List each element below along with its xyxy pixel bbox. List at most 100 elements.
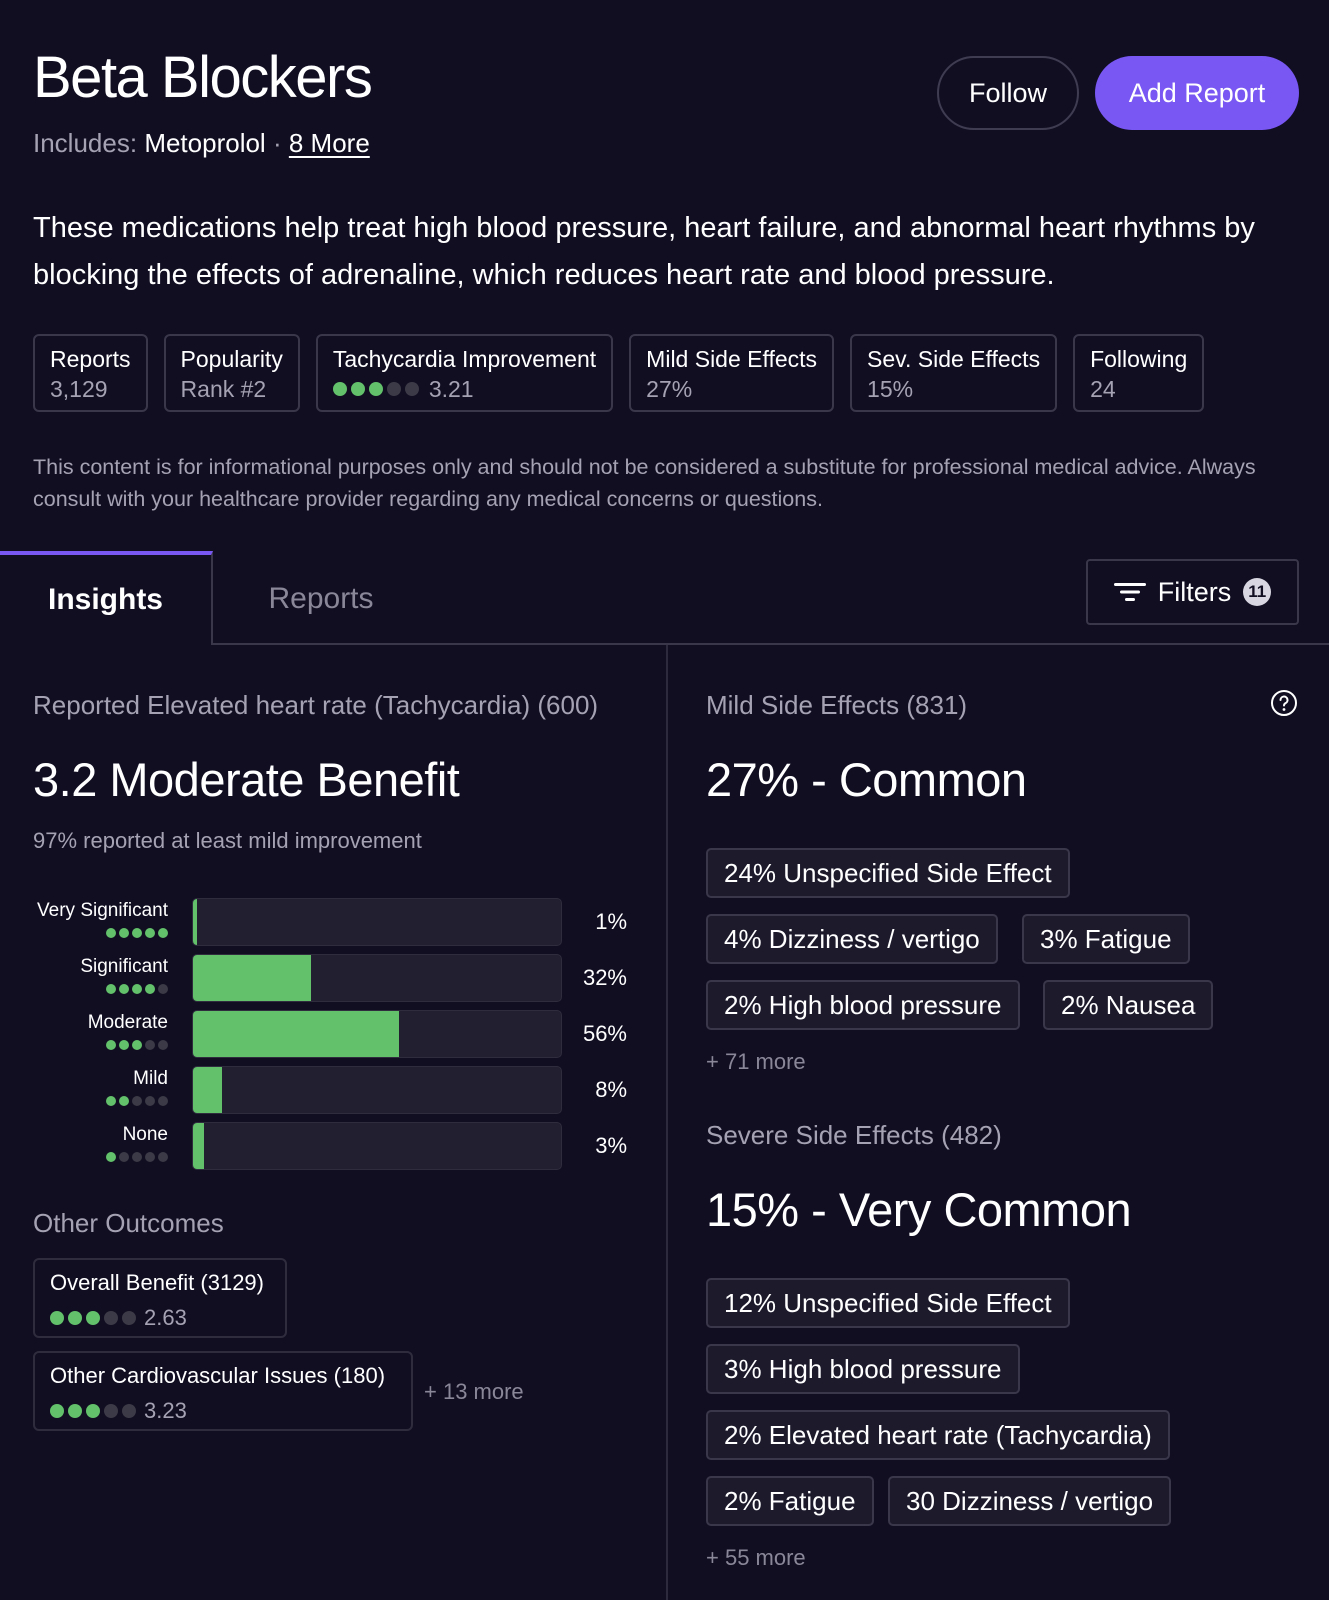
- stats-row: Reports 3,129 Popularity Rank #2 Tachyca…: [33, 334, 1205, 412]
- rating-dot-empty: [122, 1404, 136, 1418]
- stat-value: 15%: [867, 376, 914, 402]
- stat-following: Following 24: [1073, 334, 1205, 412]
- stat-label: Tachycardia Improvement: [332, 346, 597, 372]
- add-report-button[interactable]: Add Report: [1095, 56, 1299, 130]
- benefit-bar-fill: [193, 955, 311, 1001]
- filter-icon: [1113, 583, 1146, 601]
- outcome-label: Overall Benefit (3129): [50, 1270, 264, 1295]
- rating-dot-empty: [158, 1096, 168, 1106]
- rating-dots: [106, 928, 168, 938]
- help-icon[interactable]: [1270, 689, 1298, 717]
- outcome-overall-benefit[interactable]: Overall Benefit (3129) 2.63: [33, 1258, 287, 1338]
- stat-reports: Reports 3,129: [33, 334, 148, 412]
- benefit-row-label: Mild: [133, 1068, 168, 1089]
- tab-insights[interactable]: Insights: [0, 551, 213, 645]
- severe-chip[interactable]: 2% Elevated heart rate (Tachycardia): [706, 1410, 1170, 1460]
- severe-chip[interactable]: 30 Dizziness / vertigo: [888, 1476, 1172, 1526]
- benefit-row[interactable]: Very Significant 1%: [0, 898, 640, 946]
- rating-dots: [332, 382, 419, 396]
- rating-dot-empty: [104, 1311, 118, 1325]
- severe-chip[interactable]: 12% Unspecified Side Effect: [706, 1278, 1070, 1328]
- stat-label: Mild Side Effects: [646, 346, 818, 372]
- mild-more-link[interactable]: + 71 more: [706, 1049, 806, 1074]
- mild-chip[interactable]: 2% High blood pressure: [706, 980, 1020, 1030]
- mild-chip[interactable]: 2% Nausea: [1043, 980, 1214, 1030]
- stat-value: 3.21: [428, 376, 474, 402]
- tab-reports[interactable]: Reports: [268, 582, 374, 615]
- stat-mild-side-effects: Mild Side Effects 27%: [629, 334, 835, 412]
- mild-summary: 27% - Common: [706, 753, 1027, 806]
- benefit-bar-fill: [193, 1011, 400, 1057]
- severe-chip[interactable]: 3% High blood pressure: [706, 1344, 1020, 1394]
- rating-dot-filled: [106, 984, 116, 994]
- rating-dot-filled: [350, 382, 365, 396]
- filters-button[interactable]: Filters 11: [1086, 559, 1299, 625]
- rating-dot-filled: [119, 928, 129, 938]
- benefit-row[interactable]: Significant 32%: [0, 954, 640, 1002]
- benefit-row-percent: 3%: [595, 1133, 627, 1158]
- rating-dot-empty: [145, 1040, 155, 1050]
- rating-dot-empty: [145, 1096, 155, 1106]
- rating-dot-filled: [106, 1096, 116, 1106]
- stat-severe-side-effects: Sev. Side Effects 15%: [850, 334, 1058, 412]
- benefit-row[interactable]: Mild 8%: [0, 1066, 640, 1114]
- severe-chip[interactable]: 2% Fatigue: [706, 1476, 874, 1526]
- severe-more-link[interactable]: + 55 more: [706, 1545, 806, 1570]
- stat-value: 3,129: [50, 376, 108, 402]
- stat-label: Reports: [50, 346, 131, 372]
- benefit-bar-fill: [193, 1067, 223, 1113]
- rating-dot-filled: [86, 1311, 100, 1325]
- rating-dot-empty: [158, 1040, 168, 1050]
- column-divider: [666, 645, 668, 1600]
- benefit-bar-track: [192, 954, 562, 1002]
- benefit-bar-track: [192, 1010, 562, 1058]
- disclaimer: This content is for informational purpos…: [33, 455, 1256, 511]
- rating-dot-filled: [145, 984, 155, 994]
- rating-dots: [50, 1404, 136, 1418]
- rating-dot-empty: [119, 1152, 129, 1162]
- severe-summary: 15% - Very Common: [706, 1183, 1132, 1236]
- rating-dots: [106, 1152, 168, 1162]
- mild-heading: Mild Side Effects (831): [706, 690, 968, 720]
- benefit-row[interactable]: None 3%: [0, 1122, 640, 1170]
- rating-dot-filled: [332, 382, 347, 396]
- outcome-value: 2.63: [144, 1305, 187, 1330]
- other-outcomes-heading: Other Outcomes: [33, 1208, 224, 1238]
- rating-dot-empty: [104, 1404, 118, 1418]
- benefit-row[interactable]: Moderate 56%: [0, 1010, 640, 1058]
- benefit-row-percent: 8%: [595, 1077, 627, 1102]
- benefit-row-percent: 1%: [595, 909, 627, 934]
- rating-dot-filled: [86, 1404, 100, 1418]
- rating-dot-filled: [132, 928, 142, 938]
- stat-tachycardia-improvement: Tachycardia Improvement 3.21: [315, 334, 614, 412]
- rating-dot-empty: [158, 1152, 168, 1162]
- mild-chip[interactable]: 4% Dizziness / vertigo: [706, 914, 998, 964]
- rating-dot-empty: [122, 1311, 136, 1325]
- rating-dot-filled: [106, 1152, 116, 1162]
- filters-count-badge: 11: [1243, 578, 1272, 606]
- mild-chip[interactable]: 24% Unspecified Side Effect: [706, 848, 1070, 898]
- mild-chip[interactable]: 3% Fatigue: [1022, 914, 1190, 964]
- outcome-other-cardiovascular[interactable]: Other Cardiovascular Issues (180) 3.23: [33, 1351, 413, 1431]
- rating-dots: [50, 1311, 136, 1325]
- benefit-row-percent: 56%: [582, 1021, 627, 1046]
- includes-label: Includes:: [33, 128, 138, 158]
- includes-more-link[interactable]: 8 More: [288, 128, 370, 158]
- rating-dot-filled: [132, 1040, 142, 1050]
- rating-dot-filled: [106, 928, 116, 938]
- rating-dot-filled: [119, 1096, 129, 1106]
- outcome-value: 3.23: [144, 1398, 187, 1423]
- rating-dot-empty: [386, 382, 401, 396]
- outcome-label: Other Cardiovascular Issues (180): [50, 1363, 386, 1388]
- stat-value: Rank #2: [180, 376, 267, 402]
- follow-button[interactable]: Follow: [937, 56, 1079, 130]
- benefit-bar-track: [192, 1066, 562, 1114]
- rating-dot-filled: [68, 1404, 82, 1418]
- other-outcomes-more-link[interactable]: + 13 more: [424, 1379, 524, 1404]
- rating-dot-filled: [50, 1404, 64, 1418]
- stat-popularity: Popularity Rank #2: [163, 334, 300, 412]
- rating-dot-filled: [368, 382, 383, 396]
- rating-dot-filled: [145, 928, 155, 938]
- benefit-score: 3.2 Moderate Benefit: [33, 753, 460, 806]
- tab-bar-divider: [0, 643, 1329, 645]
